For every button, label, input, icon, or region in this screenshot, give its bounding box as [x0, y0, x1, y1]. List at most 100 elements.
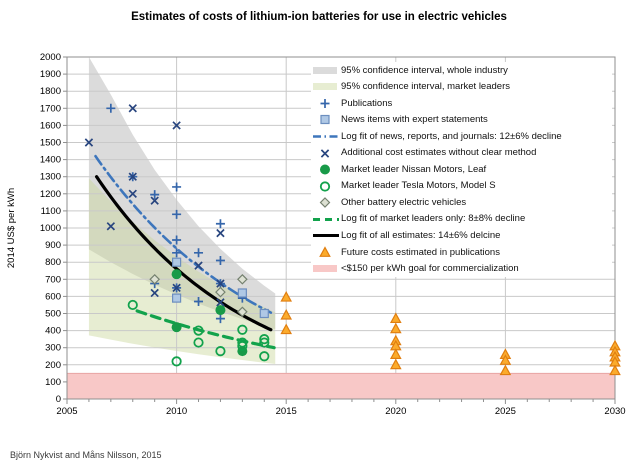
x-tick-label: 2030: [604, 406, 625, 417]
legend-item-other-bev: Other battery electric vehicles: [311, 194, 612, 211]
legend-item-publications: Publications: [311, 95, 612, 112]
legend-item-news-items: News items with expert statements: [311, 112, 612, 129]
tesla-model-s-point: [215, 346, 226, 357]
future-publications-point: [609, 364, 621, 376]
future-publications-point: [280, 323, 293, 335]
additional-estimates-point: [128, 104, 137, 113]
tesla-model-s-point: [259, 337, 270, 348]
publications-point: [172, 182, 182, 192]
publications-icon: [320, 98, 330, 108]
legend-item-tesla-model-s: Market leader Tesla Motors, Model S: [311, 178, 612, 195]
legend-item-nissan-leaf: Market leader Nissan Motors, Leaf: [311, 161, 612, 178]
legend-label: Additional cost estimates without clear …: [341, 147, 537, 159]
y-tick-label: 500: [45, 309, 61, 320]
additional-estimates-point: [150, 288, 159, 298]
legend-label: Log fit of all estimates: 14±6% delcine: [341, 229, 501, 241]
x-tick-label: 2010: [166, 406, 187, 417]
publications-point: [106, 103, 116, 113]
legend-item-goal-band: <$150 per kWh goal for commercialization: [311, 261, 612, 278]
publications-point: [194, 297, 204, 307]
additional-estimates-point: [194, 261, 203, 270]
future-publications-point: [389, 322, 402, 334]
additional-estimates-point: [216, 298, 225, 307]
goal-band: [67, 372, 615, 399]
news-fit-icon: [313, 135, 339, 138]
tesla-model-s-point: [237, 324, 248, 335]
square-glyph: [320, 115, 330, 125]
axes: 0 100 200 300 400 500 600 700 800 900 1000 1100 1200…: [6, 52, 626, 417]
x-tick-label: 2020: [385, 406, 406, 417]
circle-filled-glyph: [320, 164, 330, 175]
tesla-model-s-icon: [319, 180, 331, 192]
additional-icon: [320, 148, 330, 158]
news-items-point: [172, 293, 182, 303]
publications-point: [172, 248, 182, 258]
y-tick-label: 1800: [40, 86, 61, 97]
plus-glyph: [320, 98, 330, 108]
y-tick-label: 1200: [40, 189, 61, 200]
publications-point: [150, 190, 160, 200]
y-tick-label: 1000: [40, 223, 61, 234]
additional-estimates-point: [216, 279, 225, 288]
y-tick-label: 600: [45, 291, 61, 302]
legend-label: Log fit of market leaders only: 8±8% dec…: [341, 213, 526, 225]
legend-item-all-fit: Log fit of all estimates: 14±6% delcine: [311, 227, 612, 244]
additional-estimates-point: [216, 228, 225, 238]
legend-label: Log fit of news, reports, and journals: …: [341, 130, 562, 142]
additional-estimates-point: [172, 121, 181, 130]
triangle-glyph: [319, 246, 331, 257]
series-future-publications: [280, 291, 621, 376]
series-tesla-model-s: [127, 299, 270, 367]
nissan-leaf-point: [215, 305, 226, 316]
leaders-fit-icon: [313, 217, 339, 221]
legend-label: Future costs estimated in publications: [341, 246, 500, 258]
x-tick-label: 2025: [495, 406, 516, 417]
nissan-leaf-point: [171, 269, 182, 280]
other-bev-icon: [319, 197, 331, 208]
ci-whole-industry-icon: [313, 66, 337, 74]
additional-estimates-point: [106, 222, 116, 231]
tesla-model-s-point: [171, 356, 182, 367]
y-tick-label: 300: [45, 343, 61, 354]
legend-item-future-costs: Future costs estimated in publications: [311, 244, 612, 261]
future-publications-point: [280, 291, 293, 302]
tesla-model-s-point: [193, 337, 204, 348]
cross-glyph: [320, 148, 330, 158]
additional-estimates-point: [128, 172, 137, 181]
series-publications: [106, 103, 247, 324]
future-costs-icon: [319, 246, 331, 257]
other-bev-point: [237, 306, 248, 318]
legend-item-ci-market-leaders: 95% confidence interval, market leaders: [311, 79, 612, 96]
legend-label: <$150 per kWh goal for commercialization: [341, 263, 519, 275]
news-items-point: [237, 288, 247, 298]
tesla-model-s-point: [237, 340, 248, 352]
legend-item-additional: Additional cost estimates without clear …: [311, 145, 612, 162]
y-tick-label: 2000: [40, 52, 61, 63]
nissan-leaf-icon: [320, 164, 330, 175]
x-tick-label: 2005: [56, 406, 77, 417]
future-publications-point: [499, 354, 512, 365]
legend-item-ci-whole-industry: 95% confidence interval, whole industry: [311, 62, 612, 79]
nissan-leaf-point: [171, 322, 182, 333]
confidence-bands: [88, 57, 276, 364]
y-tick-label: 200: [45, 360, 61, 371]
tesla-model-s-point: [127, 299, 138, 311]
other-bev-point: [237, 273, 248, 285]
other-bev-point: [215, 286, 226, 298]
publications-point: [194, 248, 204, 258]
y-tick-label: 1600: [40, 120, 61, 131]
legend-item-leaders-fit: Log fit of market leaders only: 8±8% dec…: [311, 211, 612, 228]
additional-estimates-point: [128, 189, 137, 199]
future-publications-point: [389, 348, 402, 359]
y-tick-label: 700: [45, 274, 61, 285]
y-tick-label: 1700: [40, 103, 61, 114]
x-tick-label: 2015: [276, 406, 297, 417]
legend-label: Market leader Tesla Motors, Model S: [341, 180, 496, 192]
y-axis-label: 2014 US$ per kWh: [6, 188, 17, 268]
series-other-bev: [149, 273, 248, 318]
attribution: Björn Nykvist and Måns Nilsson, 2015: [10, 450, 162, 460]
series-news-items: [172, 257, 269, 319]
legend: 95% confidence interval, whole industry 9…: [311, 62, 612, 278]
legend-label: 95% confidence interval, whole industry: [341, 64, 508, 76]
y-tick-label: 1100: [41, 206, 61, 217]
